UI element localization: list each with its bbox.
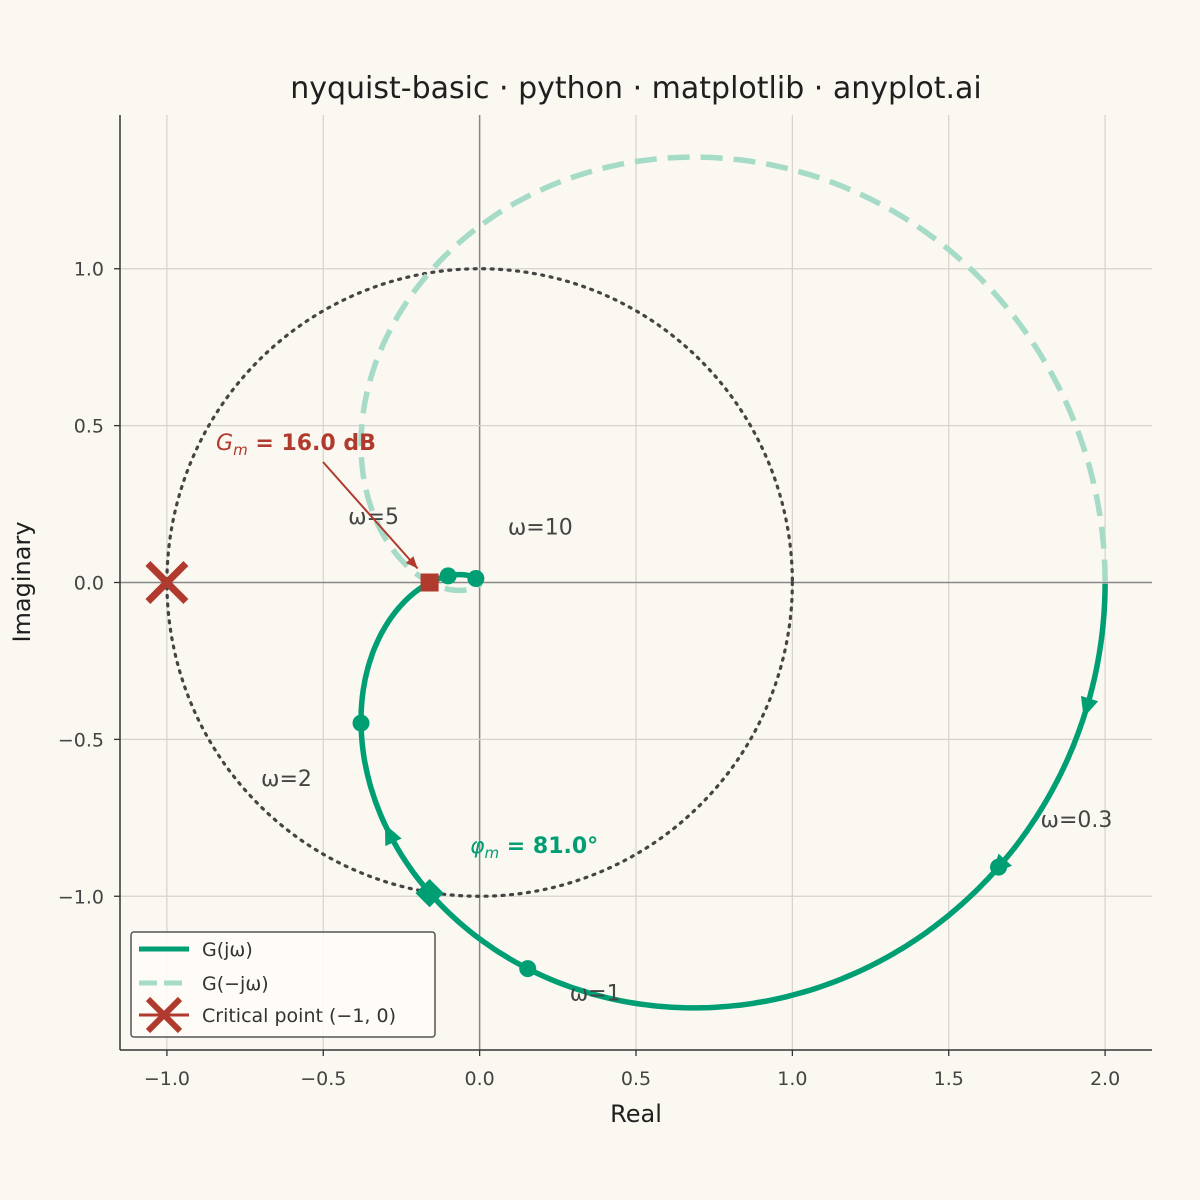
main-curve-g-jw — [358, 571, 1108, 1011]
mirror-curve-layer — [358, 154, 1108, 594]
legend: G(jω) G(−jω) Critical point (−1, 0) — [130, 931, 436, 1038]
markers-layer — [145, 561, 1099, 978]
gain-margin-marker — [420, 573, 439, 592]
legend-entry-critical: Critical point (−1, 0) — [202, 1005, 396, 1027]
phase-margin-annotation: φm = 81.0° — [470, 834, 598, 862]
frequency-label: ω=5 — [348, 505, 399, 530]
legend-entry-main: G(jω) — [202, 939, 253, 961]
x-tick-label: 2.0 — [1090, 1068, 1120, 1090]
main-curve-layer — [358, 571, 1108, 1011]
x-tick-label: −1.0 — [144, 1068, 190, 1090]
frequency-marker — [990, 858, 1008, 876]
x-tick-label: 0.0 — [465, 1068, 495, 1090]
y-tick-label: 1.0 — [74, 259, 104, 281]
y-tick-label: −1.0 — [58, 886, 104, 908]
unit-circle-layer — [165, 267, 794, 898]
frequency-marker — [439, 567, 457, 585]
legend-swatch-critical — [139, 996, 189, 1034]
y-tick-label: −0.5 — [58, 729, 104, 751]
gain-margin-annotation: Gm = 16.0 dB — [216, 431, 376, 459]
x-tick-label: 0.5 — [621, 1068, 651, 1090]
frequency-label: ω=2 — [261, 767, 312, 792]
gain-margin-arrow-line — [322, 461, 419, 570]
mirror-curve-g-neg-jw — [358, 154, 1108, 594]
x-tick-label: −0.5 — [300, 1068, 346, 1090]
frequency-marker — [352, 714, 370, 732]
y-axis-label: Imaginary — [8, 521, 36, 642]
gain-margin-arrow-head — [405, 556, 418, 569]
legend-entry-mirror: G(−jω) — [202, 973, 269, 995]
critical-point-stroke-b — [145, 561, 189, 604]
frequency-marker — [519, 960, 537, 978]
frequency-label: ω=1 — [570, 982, 621, 1007]
frequency-label: ω=0.3 — [1041, 808, 1113, 833]
labels-layer: ω=0.3 ω=1 ω=2 ω=5 ω=10 Gm = 16.0 dB φm = 81.0° — [216, 431, 1112, 1007]
phase-margin-marker — [415, 878, 444, 908]
y-tick-label: 0.0 — [74, 573, 104, 595]
x-tick-label: 1.0 — [777, 1068, 807, 1090]
unit-circle — [165, 267, 794, 898]
x-axis-label: Real — [610, 1100, 662, 1128]
direction-arrow — [384, 824, 402, 847]
legend-frame — [130, 931, 436, 1038]
ticks-layer: −1.0 −0.5 0.0 0.5 1.0 1.5 2.0 1.0 0.5 0.0 −0.5 −1.0 — [58, 259, 1120, 1090]
chart-title: nyquist-basic · python · matplotlib · an… — [290, 71, 982, 106]
frequency-marker — [467, 570, 485, 588]
frequency-label: ω=10 — [508, 516, 573, 541]
x-tick-label: 1.5 — [934, 1068, 964, 1090]
grid — [120, 115, 1152, 1050]
y-tick-label: 0.5 — [74, 416, 104, 438]
direction-arrow — [1080, 695, 1099, 718]
